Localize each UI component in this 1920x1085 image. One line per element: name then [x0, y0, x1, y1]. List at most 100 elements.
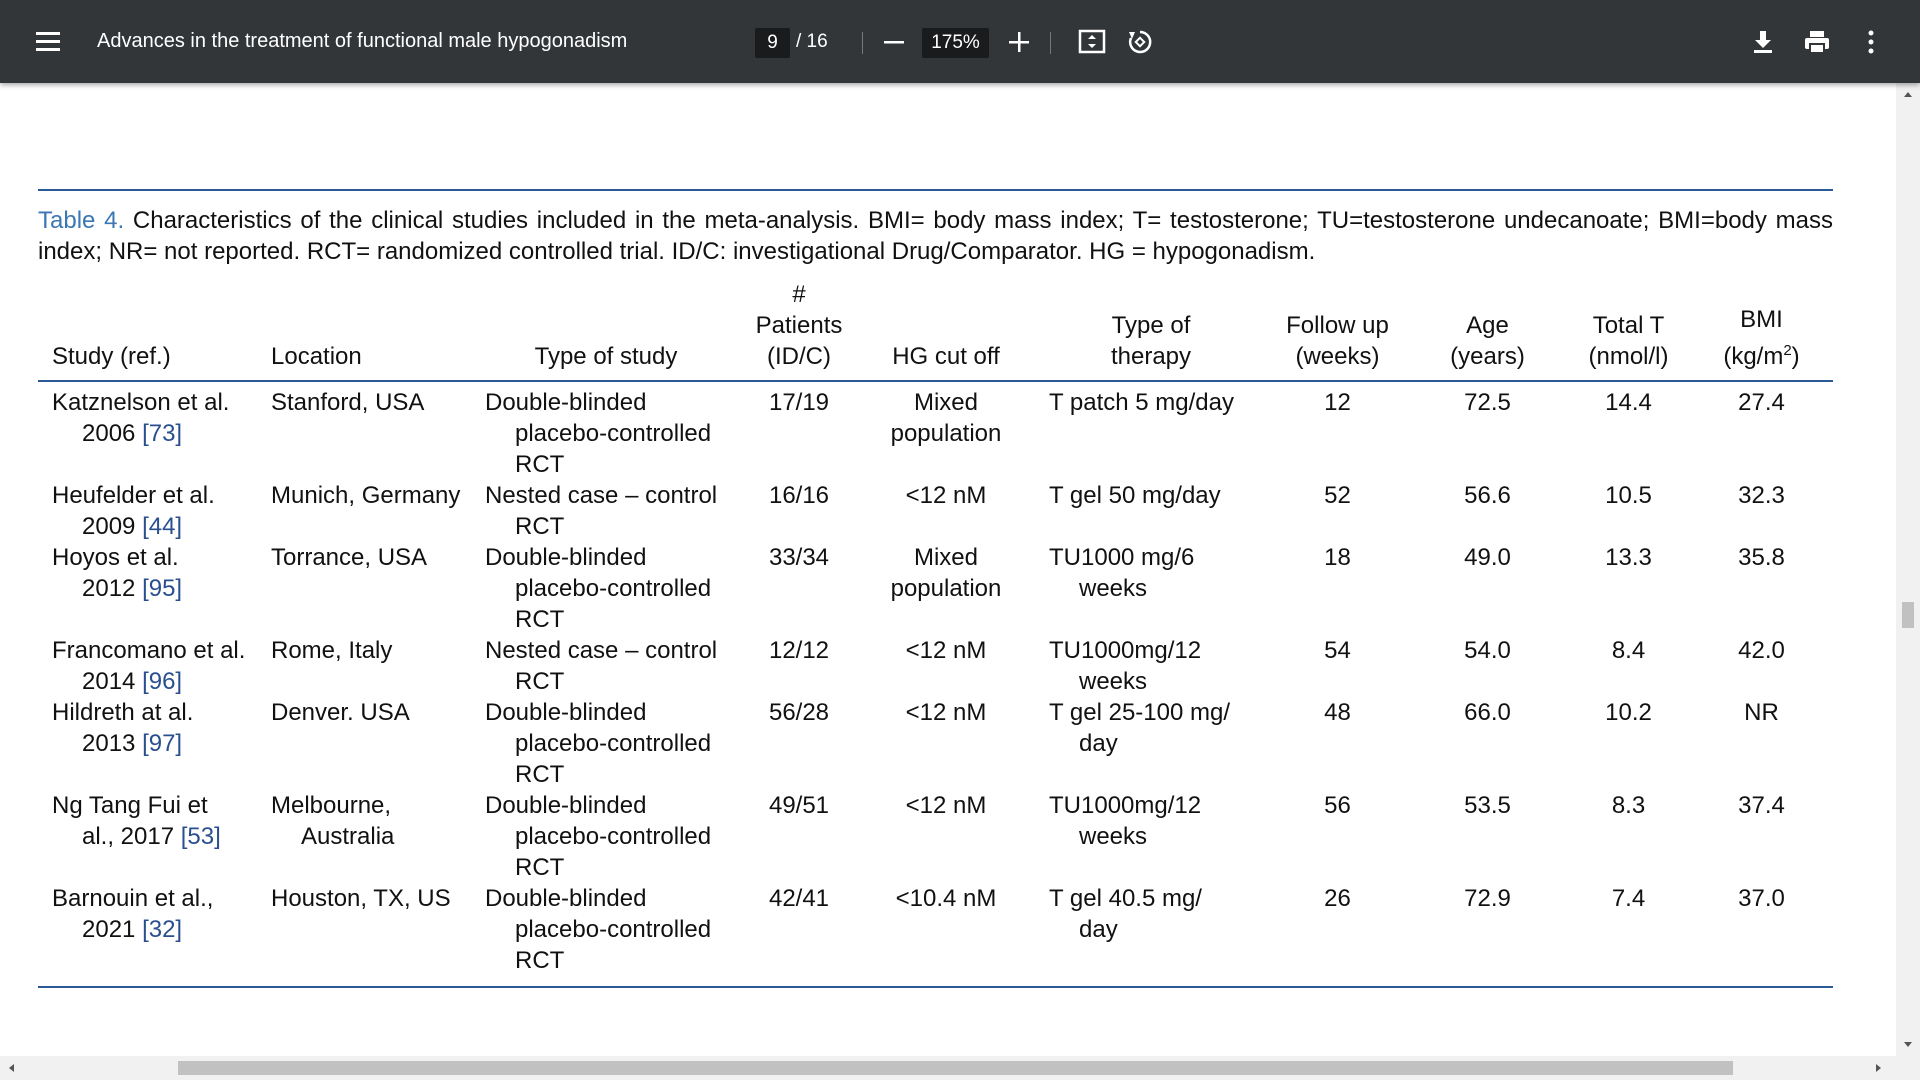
reference-link[interactable]: [97]	[142, 730, 183, 757]
cell-line: weeks	[1049, 666, 1267, 697]
cell-line: Munich, Germany	[271, 480, 471, 511]
zoom-in-button[interactable]	[1009, 32, 1029, 52]
cell-text: 12	[1324, 389, 1351, 416]
cell-line: Katznelson et al.	[52, 387, 257, 418]
cell-line: Double-blinded	[485, 790, 741, 821]
cell-line: Ng Tang Fui et	[52, 790, 257, 821]
cell-line: Australia	[271, 821, 471, 852]
cell-line: day	[1049, 914, 1267, 945]
caption-rule	[38, 189, 1833, 191]
reference-link[interactable]: [32]	[142, 916, 183, 943]
table-cell: 66.0	[1408, 697, 1567, 790]
cell-text: 48	[1324, 699, 1351, 726]
cell-text: T gel 40.5 mg/	[1049, 885, 1202, 912]
cell-text: Houston, TX, US	[271, 885, 451, 912]
horizontal-scrollbar[interactable]	[0, 1056, 1920, 1080]
cell-text: placebo-controlled	[515, 420, 712, 447]
table-cell: 54.0	[1408, 635, 1567, 697]
table-cell: 49/51	[741, 790, 857, 883]
cell-text: 33/34	[768, 544, 830, 571]
page-total: / 16	[796, 31, 828, 52]
scrollbar-graphics	[9, 1061, 1881, 1075]
table-cell: TU1000mg/12 weeks	[1035, 635, 1267, 697]
fit-page-button[interactable]	[1078, 29, 1106, 55]
header-line: Patients	[755, 312, 843, 339]
reference-link[interactable]: [53]	[180, 823, 221, 850]
cell-text: 26	[1324, 885, 1351, 912]
reference-link[interactable]: [73]	[142, 420, 183, 447]
rotate-button[interactable]	[1126, 28, 1154, 56]
table-cell: 18	[1267, 542, 1408, 635]
cell-text: 49.0	[1464, 544, 1511, 571]
cell-line: Double-blinded	[485, 883, 741, 914]
column-header: Total T (nmol/l)	[1567, 279, 1690, 380]
pdf-page: Table 4. Characteristics of the clinical…	[0, 83, 1896, 1056]
cell-line: population	[857, 573, 1035, 604]
cell-line: Melbourne,	[271, 790, 471, 821]
data-table: Study (ref.) Location Type of study # Patien…	[38, 279, 1833, 976]
header-line: (nmol/l)	[1588, 343, 1669, 370]
page-input[interactable]: 9	[755, 28, 790, 58]
table-cell: <12 nM	[857, 480, 1035, 542]
table-cell: Mixed population	[857, 380, 1035, 480]
cell-line: Double-blinded	[485, 387, 741, 418]
table-cell: Katznelson et al. 2006 [73]	[38, 380, 257, 480]
table-cell: Ng Tang Fui et al., 2017 [53]	[38, 790, 257, 883]
header-line: (kg/m2)	[1690, 335, 1833, 372]
reference-link[interactable]: [95]	[142, 575, 183, 602]
print-button[interactable]	[1804, 30, 1830, 54]
table-cell: 17/19	[741, 380, 857, 480]
table-cell: Melbourne, Australia	[257, 790, 471, 883]
reference-link[interactable]: [96]	[142, 668, 183, 695]
cell-line: weeks	[1049, 573, 1267, 604]
cell-text: TU1000 mg/6	[1049, 544, 1195, 571]
cell-text: 2012	[82, 575, 136, 602]
cell-text: Double-blinded	[485, 699, 647, 726]
cell-text: 54	[1324, 637, 1351, 664]
cell-text: Double-blinded	[485, 544, 647, 571]
zoom-out-button[interactable]	[884, 32, 904, 52]
cell-text: Melbourne,	[271, 792, 392, 819]
cell-line: placebo-controlled	[485, 573, 741, 604]
cell-line: Hoyos et al.	[52, 542, 257, 573]
reference-link[interactable]: [44]	[142, 513, 183, 540]
download-button[interactable]	[1752, 29, 1774, 55]
cell-line: <10.4 nM	[857, 883, 1035, 914]
cell-text: day	[1079, 916, 1118, 943]
cell-text: Double-blinded	[485, 792, 647, 819]
column-header: Type of study	[471, 279, 741, 380]
cell-text: 52	[1324, 482, 1351, 509]
cell-text: 2013	[82, 730, 136, 757]
table-cell: T gel 40.5 mg/day	[1035, 883, 1267, 976]
table-cell: Stanford, USA	[257, 380, 471, 480]
cell-text: 10.2	[1605, 699, 1652, 726]
cell-line: 2014 [96]	[52, 666, 257, 697]
cell-text: TU1000mg/12	[1049, 637, 1202, 664]
cell-text: 49/51	[768, 792, 830, 819]
table-cell: NR	[1690, 697, 1833, 790]
vertical-scrollbar[interactable]	[1896, 83, 1920, 1056]
zoom-input[interactable]: 175%	[922, 28, 989, 58]
table-row: Ng Tang Fui et al., 2017 [53] Melbourne, Au…	[38, 790, 1833, 883]
cell-line: Mixed	[857, 387, 1035, 418]
table-cell: Double-blinded placebo-controlled RCT	[471, 542, 741, 635]
table-cell: 13.3	[1567, 542, 1690, 635]
cell-text: <12 nM	[905, 637, 987, 664]
table-cell: 14.4	[1567, 380, 1690, 480]
column-header: Follow up (weeks)	[1267, 279, 1408, 380]
header-superscript: 2	[1783, 342, 1792, 359]
table-row: Heufelder et al. 2009 [44] Munich, Germany…	[38, 480, 1833, 542]
header-line: HG cut off	[892, 343, 1000, 370]
cell-line: Torrance, USA	[271, 542, 471, 573]
cell-text: population	[890, 420, 1002, 447]
table-cell: 52	[1267, 480, 1408, 542]
menu-button[interactable]	[36, 31, 60, 51]
cell-line: TU1000mg/12	[1049, 790, 1267, 821]
table-cell: 7.4	[1567, 883, 1690, 976]
cell-text: Hildreth at al.	[52, 699, 194, 726]
cell-text: 12/12	[768, 637, 830, 664]
more-button[interactable]	[1866, 30, 1876, 54]
table-cell: TU1000mg/12 weeks	[1035, 790, 1267, 883]
cell-text: T patch 5 mg/day	[1049, 389, 1234, 416]
